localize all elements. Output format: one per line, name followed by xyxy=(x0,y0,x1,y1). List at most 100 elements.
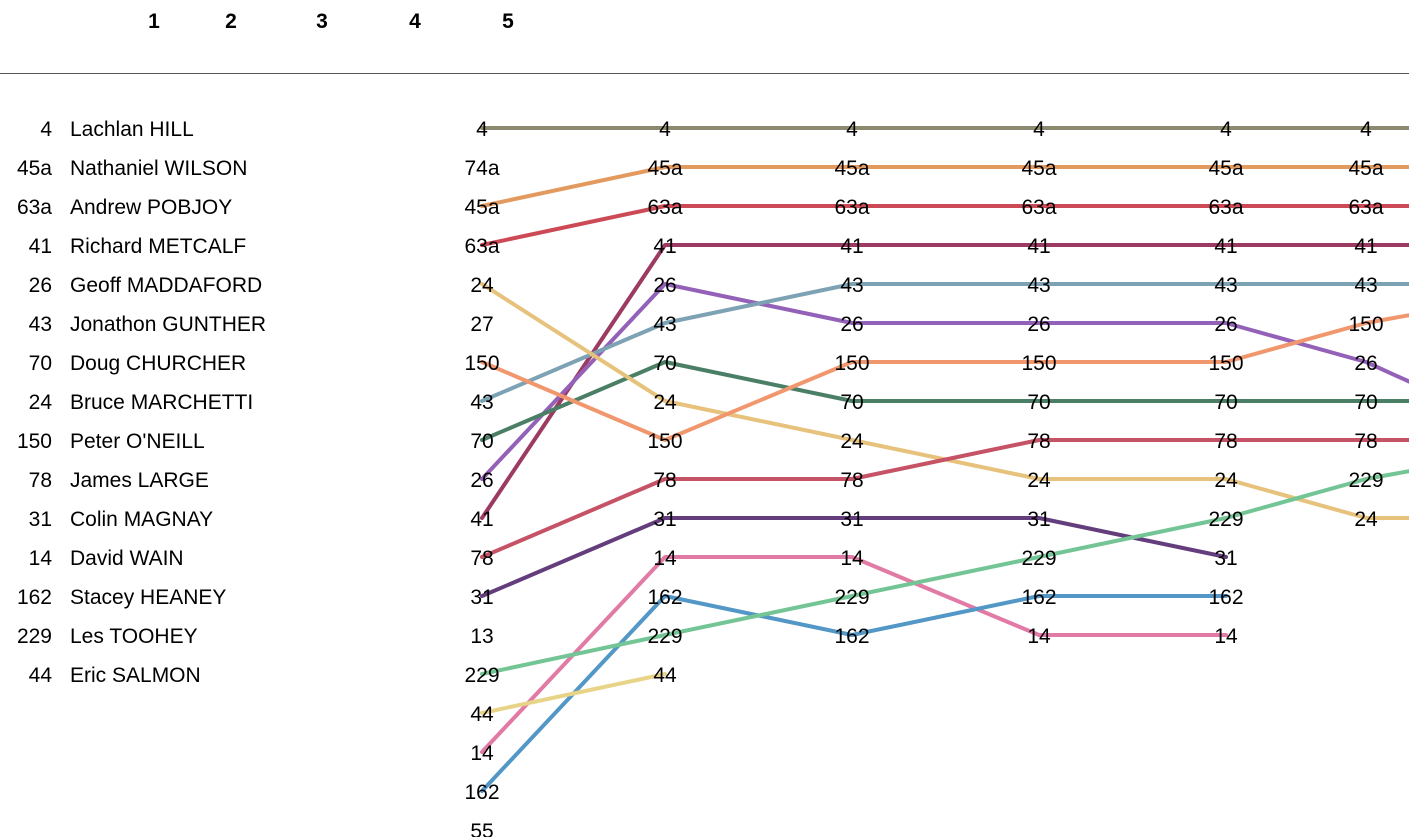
standing-name: Les TOOHEY xyxy=(70,625,198,648)
position-label: 26 xyxy=(1214,313,1237,336)
standing-number: 70 xyxy=(29,352,52,375)
position-label: 24 xyxy=(653,391,677,414)
position-label: 229 xyxy=(464,664,499,687)
position-label: 229 xyxy=(647,625,682,648)
position-label: 63a xyxy=(1348,196,1383,219)
position-label: 45a xyxy=(647,157,682,180)
position-label: 31 xyxy=(470,586,493,609)
standing-number: 45a xyxy=(17,157,52,180)
position-label: 74a xyxy=(464,157,499,180)
position-label: 27 xyxy=(470,313,493,336)
position-label: 41 xyxy=(1027,235,1050,258)
header-divider xyxy=(0,73,1409,74)
position-label: 162 xyxy=(464,781,499,804)
position-label: 150 xyxy=(834,352,869,375)
position-label: 4 xyxy=(476,118,488,141)
position-label: 45a xyxy=(1348,157,1383,180)
lap-header: 1 2 3 4 5 xyxy=(0,0,1409,60)
position-label: 26 xyxy=(470,469,493,492)
position-label: 31 xyxy=(840,508,863,531)
position-label: 229 xyxy=(1208,508,1243,531)
position-label: 162 xyxy=(647,586,682,609)
standing-number: 24 xyxy=(29,391,53,414)
position-label: 162 xyxy=(1021,586,1056,609)
standing-number: 78 xyxy=(29,469,52,492)
standing-name: Geoff MADDAFORD xyxy=(70,274,262,297)
position-label: 78 xyxy=(653,469,676,492)
standing-name: Richard METCALF xyxy=(70,235,246,258)
position-label: 14 xyxy=(470,742,494,765)
position-label: 45a xyxy=(834,157,869,180)
standing-name: Andrew POBJOY xyxy=(70,196,232,219)
standing-name: Colin MAGNAY xyxy=(70,508,213,531)
standing-number: 150 xyxy=(17,430,52,453)
lap-1-label[interactable]: 1 xyxy=(148,10,160,33)
position-label: 162 xyxy=(834,625,869,648)
position-label: 26 xyxy=(1354,352,1377,375)
series-line-78 xyxy=(480,438,1409,559)
position-label: 63a xyxy=(1021,196,1056,219)
position-label: 26 xyxy=(1027,313,1050,336)
position-label: 41 xyxy=(1214,235,1237,258)
position-label: 4 xyxy=(1220,118,1232,141)
lap-3-label[interactable]: 3 xyxy=(316,10,328,33)
position-label: 41 xyxy=(653,235,676,258)
position-label: 43 xyxy=(1354,274,1377,297)
position-label: 70 xyxy=(840,391,863,414)
standing-number: 41 xyxy=(29,235,52,258)
position-label: 26 xyxy=(840,313,863,336)
standing-number: 26 xyxy=(29,274,52,297)
position-label: 45a xyxy=(1208,157,1243,180)
position-label: 41 xyxy=(470,508,493,531)
position-label: 55 xyxy=(470,820,493,837)
position-lines xyxy=(480,126,1409,793)
position-labels: 474a45a63a242715043702641783113229441416… xyxy=(464,118,1383,837)
lap-5-label[interactable]: 5 xyxy=(502,10,514,33)
position-label: 70 xyxy=(1214,391,1237,414)
position-label: 70 xyxy=(1354,391,1377,414)
standing-name: Doug CHURCHER xyxy=(70,352,246,375)
position-label: 229 xyxy=(1021,547,1056,570)
position-label: 31 xyxy=(653,508,676,531)
position-label: 229 xyxy=(1348,469,1383,492)
position-label: 150 xyxy=(647,430,682,453)
position-label: 43 xyxy=(840,274,863,297)
position-label: 44 xyxy=(653,664,677,687)
position-label: 78 xyxy=(1354,430,1377,453)
position-label: 162 xyxy=(1208,586,1243,609)
position-label: 229 xyxy=(834,586,869,609)
standing-name: Stacey HEANEY xyxy=(70,586,226,609)
position-label: 70 xyxy=(653,352,676,375)
standing-name: Peter O'NEILL xyxy=(70,430,205,453)
position-label: 150 xyxy=(1208,352,1243,375)
position-label: 43 xyxy=(653,313,676,336)
position-label: 44 xyxy=(470,703,494,726)
position-label: 63a xyxy=(647,196,682,219)
position-label: 24 xyxy=(1354,508,1378,531)
standing-name: Jonathon GUNTHER xyxy=(70,313,266,336)
position-label: 43 xyxy=(1214,274,1237,297)
series-line-24 xyxy=(480,282,1409,520)
position-label: 4 xyxy=(846,118,858,141)
lap-4-label[interactable]: 4 xyxy=(409,10,421,33)
series-line-43 xyxy=(480,282,1409,403)
position-label: 24 xyxy=(840,430,864,453)
standing-name: Lachlan HILL xyxy=(70,118,194,141)
series-line-45a xyxy=(480,165,1409,208)
position-label: 24 xyxy=(1027,469,1051,492)
standing-number: 162 xyxy=(17,586,52,609)
position-label: 13 xyxy=(470,625,493,648)
lap-2-label[interactable]: 2 xyxy=(225,10,237,33)
position-label: 78 xyxy=(470,547,493,570)
series-line-44 xyxy=(480,672,667,715)
standing-number: 43 xyxy=(29,313,52,336)
position-label: 4 xyxy=(1033,118,1045,141)
position-label: 24 xyxy=(470,274,494,297)
position-label: 150 xyxy=(1348,313,1383,336)
position-label: 4 xyxy=(1360,118,1372,141)
position-label: 43 xyxy=(470,391,493,414)
series-line-14 xyxy=(480,555,1228,754)
position-label: 41 xyxy=(840,235,863,258)
series-line-31 xyxy=(480,516,1228,598)
